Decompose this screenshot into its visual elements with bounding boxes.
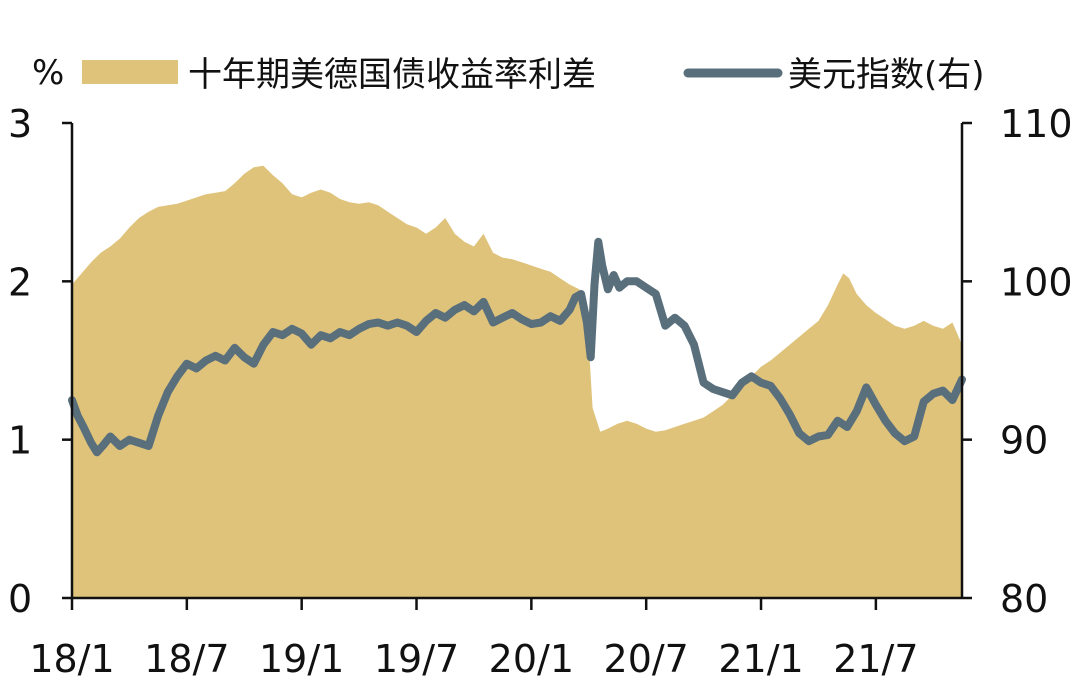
tick-labels: 0 1 2 3 80 90 100 110 18/1 18/7 19/1 19/7 20/1 20/7 21… (8, 102, 1073, 681)
x-axis-tick-label: 21/1 (718, 637, 803, 681)
left-axis-tick-label: 2 (8, 260, 32, 304)
right-axis-tick-label: 100 (1000, 260, 1073, 304)
x-axis-tick-label: 20/1 (489, 637, 574, 681)
x-axis-tick-label: 21/7 (833, 637, 918, 681)
legend: % 十年期美德国债收益率利差 美元指数(右) (32, 53, 985, 95)
spread-area-series (72, 165, 962, 599)
legend-swatch-spread (82, 60, 178, 84)
dollar-index-line-series (68, 237, 966, 457)
left-axis-tick-label: 0 (8, 577, 32, 621)
plot-area (68, 165, 966, 599)
x-axis-tick-label: 18/7 (144, 637, 229, 681)
left-axis-tick-label: 3 (8, 102, 32, 146)
left-axis-tick-label: 1 (8, 419, 32, 463)
x-axis-tick-label: 20/7 (604, 637, 689, 681)
legend-label-dollar-index: 美元指数(右) (788, 55, 985, 95)
right-axis-tick-label: 80 (1000, 577, 1048, 621)
x-axis-tick-label: 19/1 (259, 637, 344, 681)
right-axis-tick-label: 110 (1000, 102, 1073, 146)
right-axis-tick-label: 90 (1000, 419, 1048, 463)
left-axis-unit-label: % (32, 53, 64, 93)
x-axis-tick-label: 19/7 (374, 637, 459, 681)
x-axis-tick-label: 18/1 (29, 637, 114, 681)
axes (62, 121, 972, 610)
legend-label-spread: 十年期美德国债收益率利差 (188, 55, 596, 95)
